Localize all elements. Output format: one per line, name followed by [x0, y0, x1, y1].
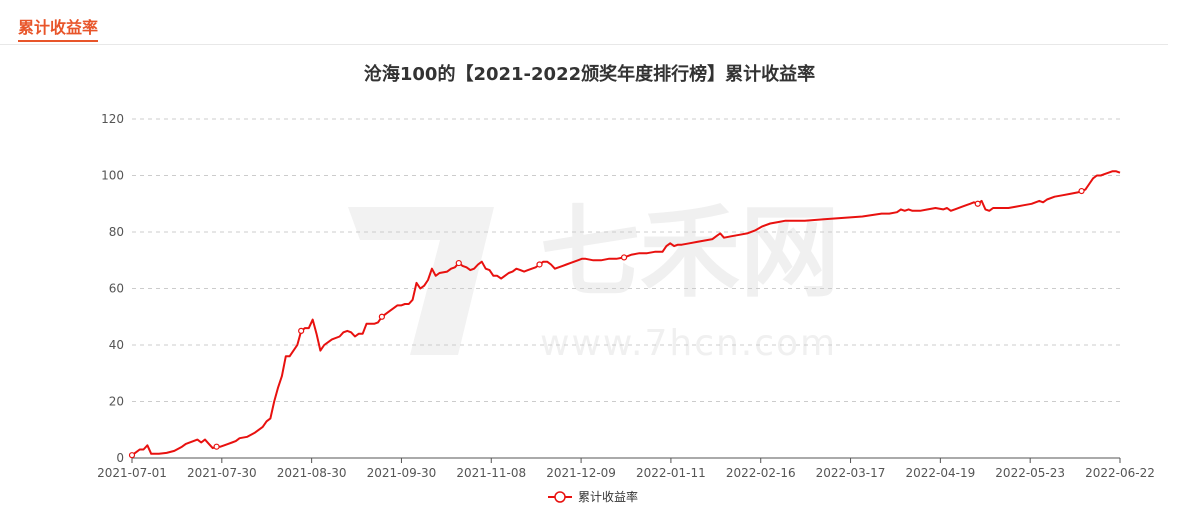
series-line: [131, 170, 1121, 457]
x-tick-label: 2021-07-01: [97, 466, 167, 480]
legend-marker-icon: [554, 491, 566, 503]
data-point[interactable]: [620, 254, 628, 261]
legend[interactable]: 累计收益率: [548, 489, 638, 504]
y-tick-label: 100: [101, 169, 124, 183]
data-point[interactable]: [213, 443, 220, 450]
y-tick-label: 60: [109, 282, 124, 296]
data-point[interactable]: [455, 259, 462, 267]
data-point[interactable]: [536, 261, 543, 268]
x-tick-label: 2022-03-17: [816, 466, 886, 480]
section-tab-cumulative-return[interactable]: 累计收益率: [18, 18, 99, 42]
plot-area: [128, 170, 1121, 459]
x-axis: 2021-07-01 2021-07-30 2021-08-30 2021-09-30…: [97, 457, 1155, 480]
y-tick-label: 0: [116, 451, 124, 465]
x-tick-label: 2021-12-09: [546, 466, 616, 480]
x-tick-label: 2021-07-30: [187, 466, 257, 480]
data-point[interactable]: [1078, 187, 1085, 195]
watermark-7-icon: [348, 207, 494, 355]
x-tick-label: 2022-02-16: [726, 466, 796, 480]
legend-label: 累计收益率: [578, 489, 638, 504]
data-point[interactable]: [128, 452, 136, 459]
y-tick-label: 120: [101, 112, 124, 126]
y-tick-label: 40: [109, 338, 124, 352]
watermark-url: www.7hcn.com: [540, 323, 837, 364]
watermark-logo: 七禾网 www.7hcn.com: [348, 194, 840, 364]
watermark-brand: 七禾网: [540, 194, 840, 311]
x-tick-label: 2022-01-11: [636, 466, 706, 480]
data-point[interactable]: [378, 313, 385, 320]
data-point[interactable]: [974, 200, 981, 207]
x-tick-label: 2021-11-08: [456, 466, 526, 480]
x-tick-label: 2022-06-22: [1085, 466, 1155, 480]
x-tick-label: 2021-08-30: [277, 466, 347, 480]
y-tick-label: 20: [109, 395, 124, 409]
y-axis: 0 20 40 60 80 100 120: [101, 112, 124, 465]
x-tick-label: 2022-05-23: [995, 466, 1065, 480]
x-tick-label: 2021-09-30: [367, 466, 437, 480]
section-header: 累计收益率: [0, 0, 1168, 45]
data-point[interactable]: [298, 327, 305, 334]
x-tick-label: 2022-04-19: [905, 466, 975, 480]
y-tick-label: 80: [109, 225, 124, 239]
chart-title: 沧海100的【2021-2022颁奖年度排行榜】累计收益率: [363, 64, 816, 85]
